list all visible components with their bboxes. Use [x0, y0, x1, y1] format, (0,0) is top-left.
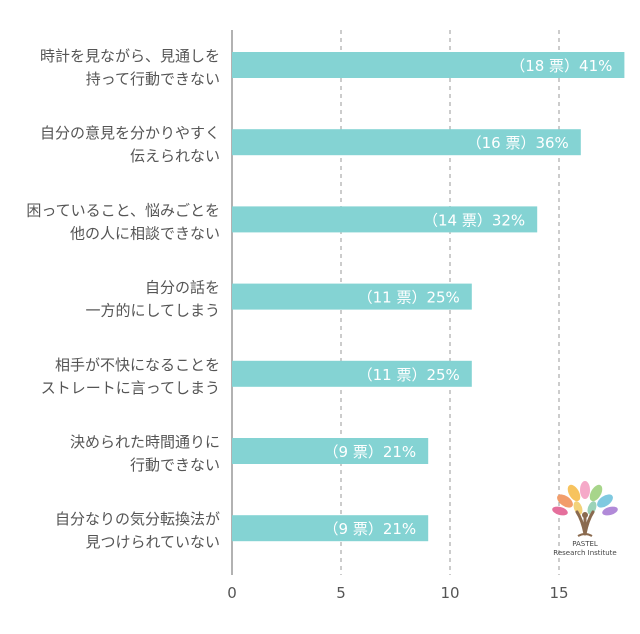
- bar: [232, 129, 581, 156]
- pastel-logo: PASTEL Research Institute: [552, 481, 618, 557]
- bars: （18 票）41% （16 票）36% （14 票）32% （11 票）25% （11 …: [232, 52, 625, 542]
- bar-data-label: （11 票）25%: [358, 289, 460, 307]
- category-label: 一方的にしてしまう: [85, 302, 220, 320]
- bar-data-label: （14 票）32%: [423, 211, 525, 229]
- bar-data-label: （18 票）41%: [510, 57, 612, 75]
- logo-name: PASTEL: [572, 540, 598, 548]
- category-label: 見つけられていない: [85, 533, 220, 551]
- category-label: 相手が不快になることを: [55, 356, 220, 374]
- category-label: 自分の話を: [145, 279, 220, 297]
- bar-data-label: （9 票）21%: [324, 520, 417, 538]
- bar: [232, 206, 538, 233]
- category-label: 伝えられない: [130, 147, 220, 165]
- x-tick-label: 5: [336, 584, 346, 602]
- category-label: 自分の意見を分かりやすく: [40, 124, 220, 142]
- x-tick-label: 15: [549, 584, 568, 602]
- category-label: 他の人に相談できない: [70, 224, 220, 242]
- category-label: ストレートに言ってしまう: [41, 379, 220, 397]
- bar: [232, 438, 429, 464]
- category-label: 自分なりの気分転換法が: [55, 510, 220, 528]
- bar: [232, 283, 472, 310]
- bar: [232, 52, 625, 78]
- bar-data-label: （9 票）21%: [324, 443, 417, 461]
- bar-data-label: （11 票）25%: [358, 366, 460, 384]
- logo-tree-icon: [552, 481, 618, 537]
- category-label: 決められた時間通りに: [70, 433, 220, 451]
- category-labels: 時計を見ながら、見通しを持って行動できない自分の意見を分かりやすく伝えられない困…: [26, 47, 220, 551]
- category-label: 持って行動できない: [86, 70, 220, 88]
- bar: [232, 360, 472, 387]
- category-label: 困っていること、悩みごとを: [26, 201, 220, 219]
- x-axis-ticks: 0 5 10 15: [227, 584, 568, 602]
- x-tick-label: 0: [227, 584, 237, 602]
- x-tick-label: 10: [440, 584, 459, 602]
- bar: [232, 515, 429, 542]
- category-label: 行動できない: [130, 456, 220, 474]
- logo-subtitle: Research Institute: [553, 549, 616, 557]
- bar-data-label: （16 票）36%: [467, 134, 569, 152]
- category-label: 時計を見ながら、見通しを: [40, 47, 220, 65]
